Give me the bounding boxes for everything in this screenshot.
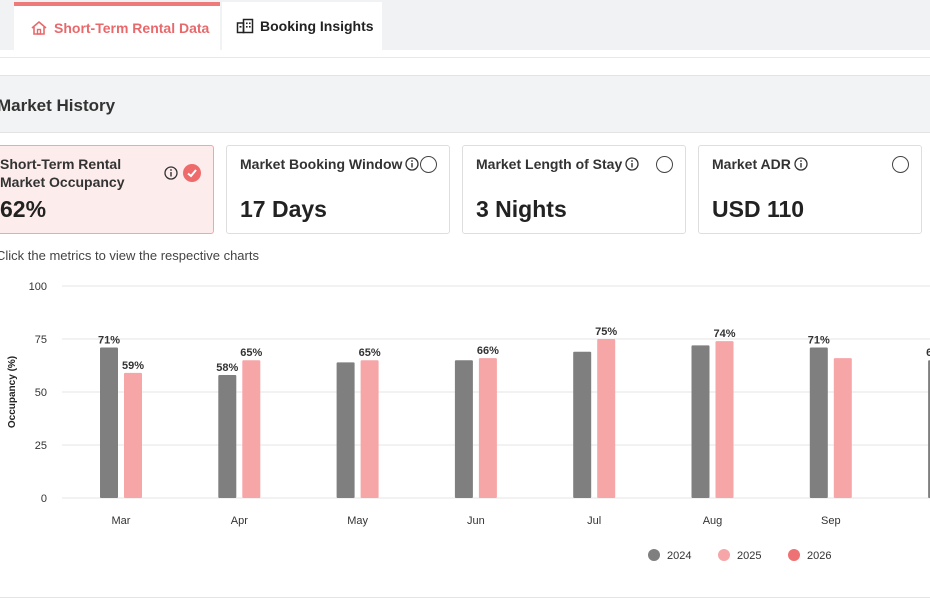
data-label: 71% — [98, 334, 120, 346]
legend-label: 2026 — [807, 550, 831, 562]
x-tick-label: Jun — [467, 515, 485, 527]
y-axis-label: Occupancy (%) — [7, 356, 18, 428]
buildings-icon — [236, 18, 254, 34]
bar-2025 — [360, 360, 379, 498]
legend-label: 2025 — [737, 550, 761, 562]
metric-value: 17 Days — [240, 196, 327, 222]
data-label: 74% — [713, 328, 735, 340]
checked-icon[interactable] — [183, 164, 201, 182]
bar-2024 — [100, 347, 118, 498]
info-icon[interactable] — [794, 157, 808, 171]
x-tick-label: Sep — [821, 515, 841, 527]
house-icon — [31, 20, 47, 35]
radio-icon[interactable] — [420, 156, 437, 173]
bar-2024 — [691, 345, 710, 498]
legend-marker — [718, 549, 730, 561]
bar-2025 — [478, 358, 497, 498]
metric-value: 62% — [0, 196, 47, 222]
data-label: 65% — [240, 347, 262, 359]
section-header: Market History — [0, 75, 930, 133]
metric-title: Short-Term Rental Market Occupancy — [0, 156, 125, 190]
metric-card-occupancy[interactable]: Short-Term Rental Market Occupancy 62% — [0, 145, 214, 234]
bar-2024 — [336, 362, 355, 498]
y-tick-label: 25 — [35, 440, 47, 452]
data-label: 66% — [477, 345, 499, 357]
y-tick-label: 100 — [29, 281, 47, 293]
bar-2025 — [715, 341, 734, 498]
hint-text: Click the metrics to view the respective… — [0, 248, 259, 263]
info-icon[interactable] — [164, 166, 178, 180]
section-title: Market History — [0, 96, 116, 115]
divider — [0, 57, 930, 58]
data-label: 65% — [359, 347, 381, 359]
tab-label: Booking Insights — [260, 18, 374, 34]
data-label: 75% — [595, 326, 617, 338]
bar-2024 — [809, 347, 828, 498]
tab-booking-insights[interactable]: Booking Insights — [222, 2, 382, 50]
x-tick-label: Mar — [112, 515, 131, 527]
bar-2025 — [242, 360, 261, 498]
metric-card-length-of-stay[interactable]: Market Length of Stay 3 Nights — [462, 145, 686, 234]
metric-title: Market Length of Stay — [476, 155, 639, 173]
x-tick-label: Aug — [703, 515, 723, 527]
metric-title-text: Market Booking Window — [240, 156, 403, 172]
tab-label: Short-Term Rental Data — [54, 20, 210, 36]
divider — [0, 597, 930, 598]
metric-title: Market Booking Window — [240, 155, 420, 173]
occupancy-bar-chart: 0 25 50 75 100 Occupancy (%) Mar Apr May Jun Jul Au… — [7, 281, 930, 562]
metric-title-text: Market Length of Stay — [476, 156, 623, 172]
bar-2024 — [218, 375, 237, 498]
metric-title: Market ADR — [712, 155, 808, 173]
data-label: 71% — [808, 334, 830, 346]
bar-2024 — [573, 351, 592, 498]
legend-label: 2024 — [667, 550, 691, 562]
legend-marker — [788, 549, 800, 561]
metric-card-adr[interactable]: Market ADR USD 110 — [698, 145, 922, 234]
legend-marker — [648, 549, 660, 561]
tab-bar: Short-Term Rental Data Booking Insights — [0, 0, 930, 50]
data-label: 59% — [122, 360, 144, 372]
x-tick-label: Apr — [231, 515, 248, 527]
radio-icon[interactable] — [892, 156, 909, 173]
radio-icon[interactable] — [656, 156, 673, 173]
data-label: 65% — [926, 347, 930, 359]
data-label: 58% — [216, 362, 238, 374]
metric-card-booking-window[interactable]: Market Booking Window 17 Days — [226, 145, 450, 234]
bar-2024 — [454, 360, 473, 498]
metric-value: 3 Nights — [476, 196, 567, 222]
info-icon[interactable] — [625, 157, 639, 171]
y-tick-label: 50 — [35, 387, 47, 399]
y-tick-label: 0 — [41, 493, 47, 505]
metric-title-text: Market ADR — [712, 156, 791, 172]
bar-2025 — [597, 339, 616, 498]
info-icon[interactable] — [405, 157, 420, 171]
x-tick-label: Jul — [587, 515, 601, 527]
bar-2025 — [124, 372, 142, 498]
tab-short-term-rental-data[interactable]: Short-Term Rental Data — [14, 2, 220, 50]
metric-value: USD 110 — [712, 196, 805, 222]
x-tick-label: May — [347, 515, 368, 527]
bar-2025 — [833, 358, 852, 498]
y-tick-label: 75 — [35, 334, 47, 346]
